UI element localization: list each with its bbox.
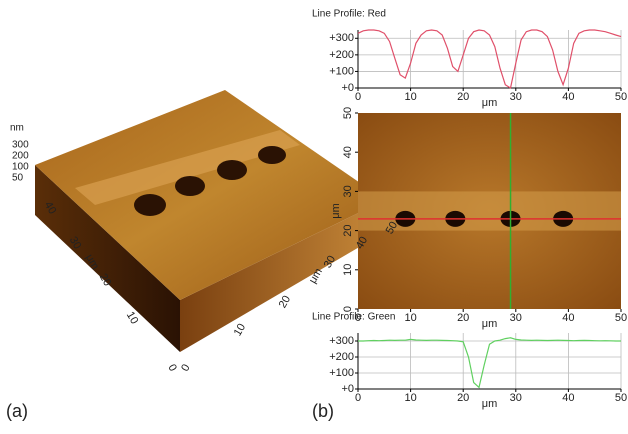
x-tick-label: 30 — [510, 91, 522, 103]
y-tick-label: +0 — [341, 383, 354, 395]
x-tick-label: 20 — [457, 392, 469, 404]
x-axis-label: μm — [482, 97, 498, 109]
y-tick-label: 20 — [342, 224, 354, 236]
y-tick-label: +300 — [329, 335, 354, 347]
x-tick-label: 50 — [384, 220, 401, 237]
y-tick-label: +0 — [341, 82, 354, 94]
x-tick-label: 0 — [355, 392, 361, 404]
y-tick-label: 30 — [342, 185, 354, 197]
x-tick-label: 20 — [457, 91, 469, 103]
plot-area — [358, 333, 621, 389]
x-tick-label: 40 — [562, 312, 574, 324]
panel-label: (a) — [6, 401, 28, 421]
x-tick-label: 0 — [355, 312, 361, 324]
x-axis-label: μm — [482, 398, 498, 410]
y-tick-label: 40 — [342, 146, 354, 158]
chart-title: Line Profile: Green — [312, 312, 395, 323]
y-tick-label: 40 — [42, 200, 59, 217]
panel-label: (b) — [312, 401, 334, 421]
y-tick-label: 20 — [97, 272, 114, 289]
x-tick-label: 20 — [277, 294, 294, 311]
z-tick-label: 100 — [12, 162, 29, 173]
y-tick-label: 10 — [124, 310, 141, 327]
x-tick-label: 10 — [232, 322, 249, 339]
y-tick-label: 50 — [342, 107, 354, 119]
x-tick-label: 40 — [562, 392, 574, 404]
x-tick-label: 40 — [354, 235, 371, 252]
x-tick-label: 30 — [510, 392, 522, 404]
y-tick-label: +200 — [329, 351, 354, 363]
y-tick-label: +100 — [329, 367, 354, 379]
x-tick-label: 0 — [355, 91, 361, 103]
y-tick-label: 10 — [342, 264, 354, 276]
x-tick-label: 40 — [562, 91, 574, 103]
x-tick-label: 50 — [615, 91, 627, 103]
x-tick-label: 50 — [615, 392, 627, 404]
x-tick-label: 10 — [404, 91, 416, 103]
profile-line — [357, 29, 622, 89]
z-tick-label: 200 — [12, 151, 29, 162]
y-tick-label: +100 — [329, 65, 354, 77]
z-tick-label: 50 — [12, 173, 24, 184]
z-tick-label: 300 — [12, 140, 29, 151]
surface-3d — [35, 90, 385, 352]
x-tick-label: 30 — [510, 312, 522, 324]
chart-title: Line Profile: Red — [312, 9, 386, 20]
y-tick-label: 0 — [342, 306, 354, 312]
x-tick-label: 30 — [322, 254, 339, 271]
y-axis-label: μm — [330, 203, 342, 219]
plot-area — [358, 30, 621, 88]
y-tick-label: 30 — [67, 235, 84, 252]
y-tick-label: 0 — [165, 362, 178, 373]
y-tick-label: +200 — [329, 49, 354, 61]
y-tick-label: +300 — [329, 32, 354, 44]
x-tick-label: 50 — [615, 312, 627, 324]
profile-line — [358, 337, 621, 389]
x-axis-label: μm — [482, 318, 498, 330]
z-axis-label: nm — [10, 123, 24, 134]
x-tick-label: 20 — [457, 312, 469, 324]
x-tick-label: 0 — [179, 362, 192, 373]
x-tick-label: 10 — [404, 392, 416, 404]
x-tick-label: 10 — [404, 312, 416, 324]
